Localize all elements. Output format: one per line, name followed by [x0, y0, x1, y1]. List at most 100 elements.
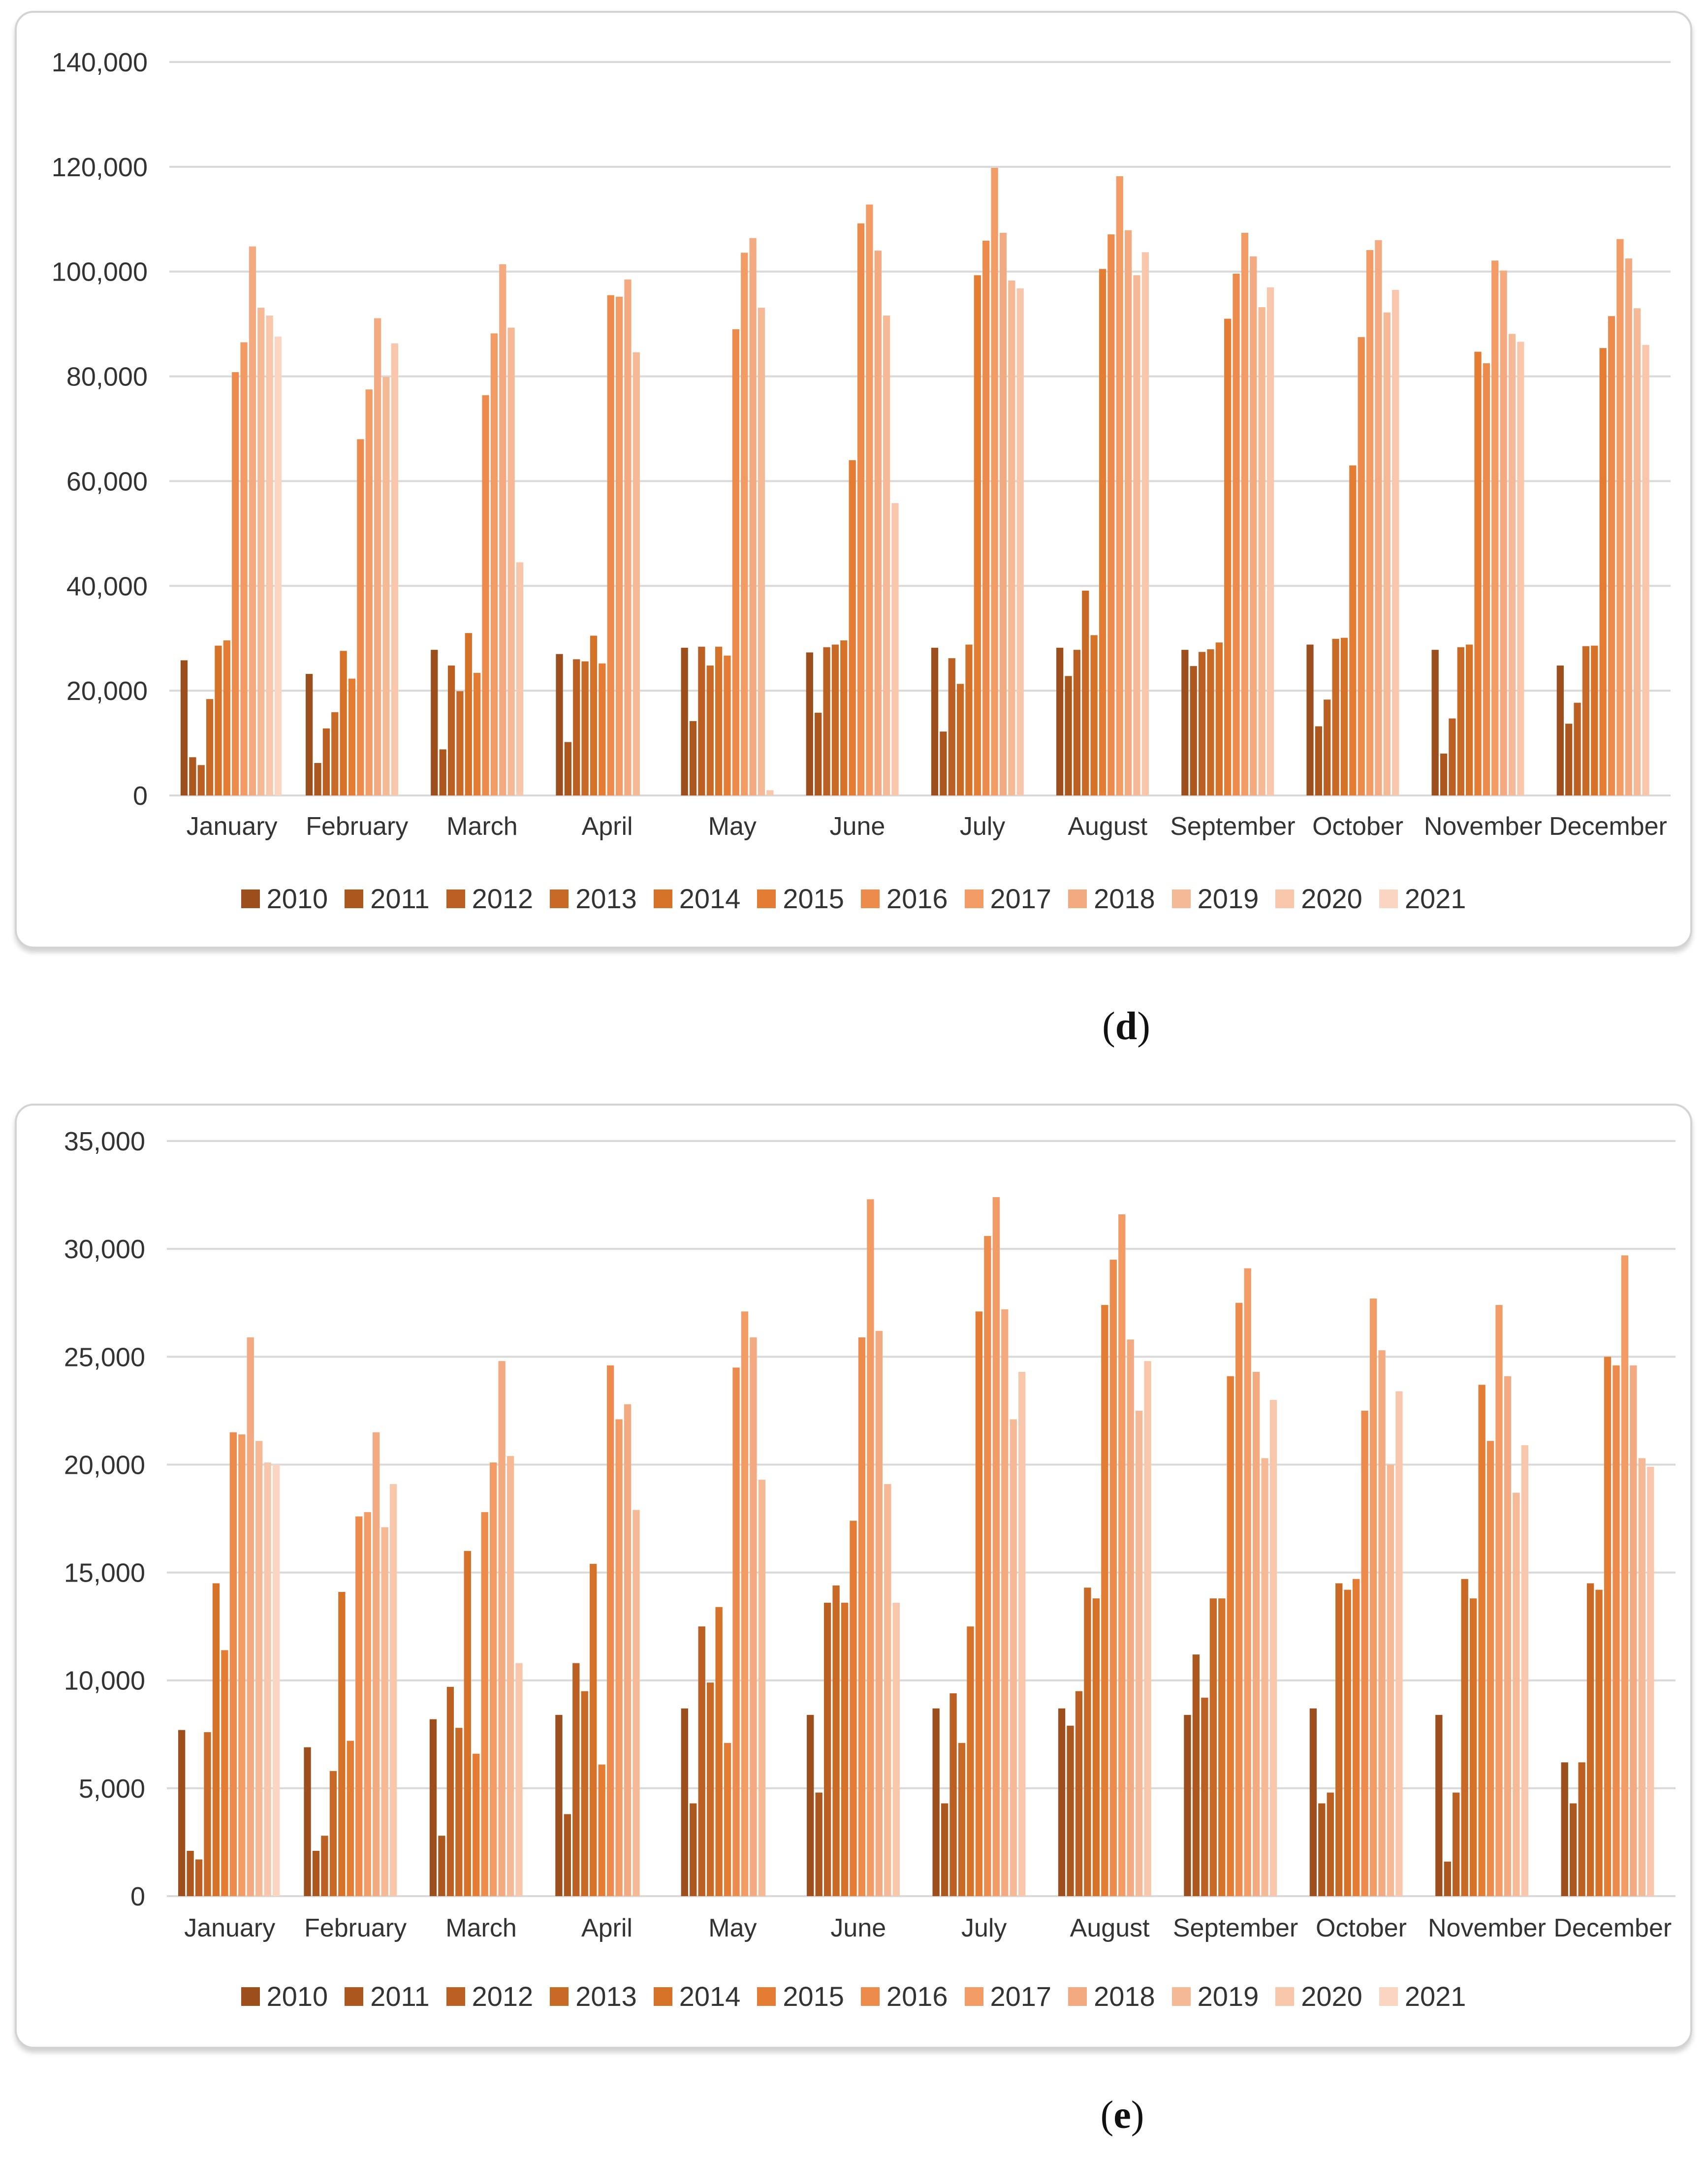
bar-2012-july: [949, 1693, 957, 1896]
panel-label-e: (e): [1073, 2093, 1171, 2138]
bar-2012-november: [1449, 718, 1456, 795]
bar-chart-d: 0 20,000 40,000 60,000 80,000 100,000 120,000 1…: [52, 48, 1671, 841]
bar-2011-february: [312, 1850, 320, 1896]
bar-2013-september: [1207, 649, 1214, 795]
bar-group-november: [1431, 260, 1524, 795]
bar-2015-august: [1101, 1305, 1108, 1896]
bar-2012-march: [447, 666, 455, 795]
bar-2020-december: [1647, 1466, 1654, 1896]
bar-2012-december: [1574, 702, 1581, 795]
y-tick-label: 100,000: [52, 257, 148, 287]
bar-2011-october: [1318, 1803, 1326, 1896]
y-tick-label: 60,000: [66, 467, 148, 496]
caption-close-paren: ): [1137, 1005, 1150, 1048]
bar-2010-april: [555, 1714, 563, 1896]
bar-2012-october: [1327, 1792, 1334, 1896]
bar-2018-june: [874, 251, 882, 796]
y-tick-label: 20,000: [66, 676, 148, 706]
y-tick-label: 40,000: [66, 571, 148, 601]
bar-2018-december: [1630, 1365, 1637, 1896]
bar-2014-march: [465, 633, 472, 795]
bar-2018-august: [1127, 1339, 1134, 1896]
bar-2010-january: [180, 660, 188, 795]
bar-2016-july: [982, 240, 990, 796]
bar-2018-april: [624, 1404, 632, 1896]
bar-2010-july: [932, 1708, 940, 1896]
bar-2018-june: [875, 1331, 883, 1896]
bar-2019-may: [758, 1480, 766, 1896]
bar-group-april: [556, 279, 640, 795]
bar-2015-november: [1474, 351, 1482, 795]
bar-2018-march: [499, 264, 506, 795]
x-tick-label: February: [306, 812, 408, 841]
y-tick-label: 30,000: [64, 1235, 145, 1264]
bar-2015-april: [598, 1764, 605, 1896]
bar-2015-may: [724, 655, 731, 795]
legend-swatch: [757, 889, 776, 908]
bar-group-november: [1435, 1305, 1529, 1896]
bar-2014-june: [841, 1602, 849, 1896]
bar-2013-july: [958, 1743, 966, 1896]
bar-2018-july: [1001, 1309, 1009, 1896]
bar-2019-february: [382, 377, 390, 795]
legend-swatch: [1171, 1987, 1191, 2006]
bar-2013-november: [1461, 1579, 1468, 1896]
legend-item-2019: 2019: [1171, 1980, 1259, 2012]
legend-item-2010: 2010: [241, 1980, 328, 2012]
bar-2011-august: [1067, 1725, 1074, 1896]
bar-2017-november: [1491, 260, 1499, 795]
x-tick-label: March: [445, 1914, 516, 1942]
bar-2019-july: [1010, 1419, 1017, 1896]
bar-2014-january: [215, 645, 222, 795]
bar-2010-march: [431, 650, 438, 795]
legend-swatch: [860, 1987, 880, 2006]
bar-2010-december: [1561, 1762, 1568, 1896]
bar-2015-august: [1099, 269, 1107, 796]
bar-2010-december: [1556, 666, 1564, 795]
bar-2014-november: [1469, 1598, 1477, 1896]
legend-swatch: [1068, 1987, 1087, 2006]
bar-2020-january: [266, 316, 273, 795]
y-tick-label: 0: [133, 781, 148, 811]
legend-swatch: [345, 889, 364, 908]
bar-2016-may: [732, 329, 739, 795]
y-tick-label: 5,000: [79, 1774, 145, 1804]
bar-2017-may: [741, 253, 748, 795]
legend-swatch: [964, 1987, 983, 2006]
bar-2012-february: [321, 1836, 328, 1896]
bar-2016-february: [357, 439, 364, 795]
bar-2013-august: [1084, 1587, 1091, 1896]
bar-2015-december: [1604, 1357, 1612, 1896]
bar-2013-august: [1082, 590, 1089, 795]
legend-item-2013: 2013: [550, 883, 637, 915]
x-tick-label: August: [1068, 812, 1147, 841]
legend-item-2015: 2015: [757, 883, 844, 915]
bar-2016-october: [1358, 337, 1365, 795]
bar-2011-june: [815, 1792, 822, 1896]
x-tick-label: December: [1553, 1914, 1672, 1942]
legend-item-2012: 2012: [446, 883, 533, 915]
bar-2012-august: [1073, 650, 1081, 795]
bar-2017-august: [1118, 1214, 1126, 1896]
bar-2017-july: [991, 167, 998, 795]
bar-2016-april: [607, 295, 614, 795]
legend-swatch: [1068, 889, 1087, 908]
bar-2011-september: [1190, 666, 1197, 795]
legend-label: 2015: [783, 883, 844, 914]
bar-2013-february: [331, 712, 339, 795]
legend-item-2011: 2011: [345, 1980, 430, 2012]
legend-swatch: [345, 1987, 364, 2006]
bar-group-february: [306, 318, 398, 795]
bar-2019-august: [1133, 275, 1140, 795]
bar-2015-march: [474, 672, 481, 795]
bar-2019-november: [1513, 1492, 1520, 1896]
legend-swatch: [1379, 889, 1398, 908]
legend-label: 2021: [1404, 1981, 1466, 2012]
bar-2017-january: [240, 342, 248, 795]
x-tick-label: January: [187, 812, 278, 841]
bar-2013-may: [707, 1682, 714, 1896]
bar-2011-may: [690, 1803, 697, 1896]
bar-2010-october: [1306, 644, 1314, 795]
bar-2011-april: [564, 1814, 571, 1896]
bar-2016-january: [232, 372, 239, 795]
